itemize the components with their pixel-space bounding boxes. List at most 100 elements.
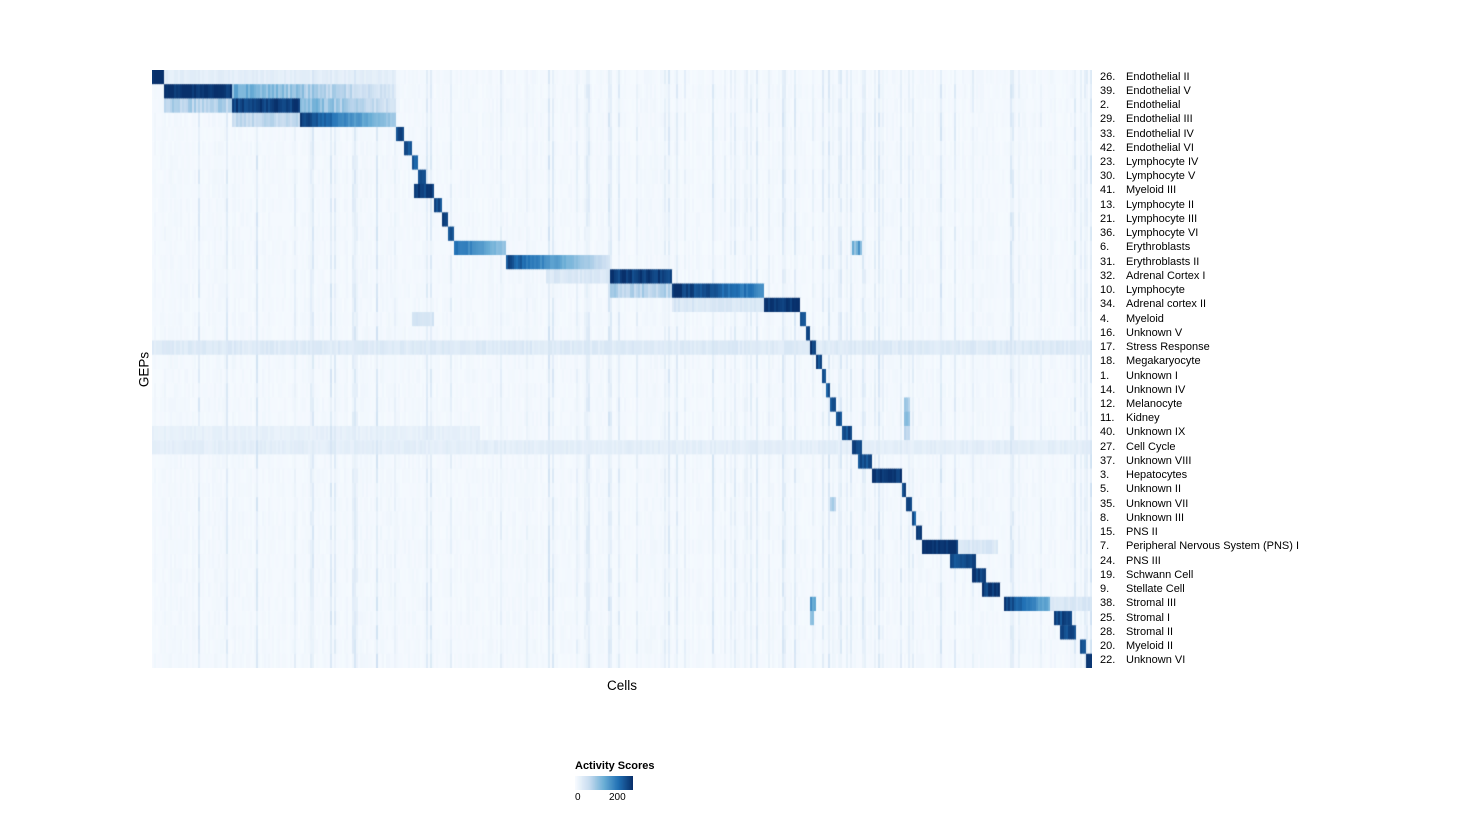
gep-row-labels: 26. Endothelial II 39. Endothelial V 2. Endot… [1100,70,1456,668]
gep-number: 32. [1100,269,1116,282]
gep-number: 22. [1100,654,1116,667]
gep-row-label: 35. Unknown VII [1100,497,1456,511]
gep-number: 18. [1100,355,1116,368]
gep-row-label: 18. Megakaryocyte [1100,355,1456,369]
gep-row-label: 28. Stromal II [1100,625,1456,639]
gep-number: 31. [1100,255,1116,268]
gep-name: Unknown VI [1126,654,1186,667]
gep-row-label: 41. Myeloid III [1100,184,1456,198]
colorbar-gradient [575,776,633,790]
gep-name: Stromal II [1126,625,1174,638]
gep-number: 9. [1100,583,1110,596]
gep-name: Erythroblasts II [1126,255,1200,268]
gep-name: Schwann Cell [1126,568,1194,581]
gep-number: 21. [1100,212,1116,225]
colorbar-tick-max: 200 [609,792,626,803]
gep-number: 4. [1100,312,1110,325]
gep-number: 8. [1100,511,1110,524]
gep-row-label: 32. Adrenal Cortex I [1100,269,1456,283]
gep-row-label: 7. Peripheral Nervous System (PNS) I [1100,540,1456,554]
x-axis-label: Cells [606,678,637,693]
y-axis-label: GEPs [136,351,152,388]
gep-name: Kidney [1126,412,1160,425]
gep-row-label: 27. Cell Cycle [1100,440,1456,454]
gep-name: Lymphocyte VI [1126,227,1199,240]
gep-number: 11. [1100,412,1115,425]
gep-row-label: 5. Unknown II [1100,483,1456,497]
gep-name: Lymphocyte II [1126,198,1195,211]
gep-name: Megakaryocyte [1126,355,1201,368]
gep-row-label: 38. Stromal III [1100,597,1456,611]
gep-number: 19. [1100,568,1116,581]
gep-row-label: 2. Endothelial [1100,98,1456,112]
gep-name: Unknown IV [1126,383,1186,396]
gep-number: 3. [1100,469,1110,482]
gep-row-label: 25. Stromal I [1100,611,1456,625]
gep-row-label: 1. Unknown I [1100,369,1456,383]
gep-row-label: 8. Unknown III [1100,511,1456,525]
gep-row-label: 23. Lymphocyte IV [1100,155,1456,169]
gep-name: Lymphocyte V [1126,170,1196,183]
gep-row-label: 21. Lymphocyte III [1100,212,1456,226]
gep-number: 15. [1100,526,1116,539]
gep-name: Endothelial II [1126,70,1190,83]
gep-row-label: 14. Unknown IV [1100,383,1456,397]
gep-number: 27. [1100,440,1116,453]
gep-number: 17. [1100,341,1116,354]
colorbar-tick-min: 0 [575,792,581,803]
gep-name: Unknown V [1126,326,1183,339]
gep-name: Cell Cycle [1126,440,1176,453]
colorbar: Activity Scores 0 200 [575,760,715,805]
gep-name: Endothelial III [1126,113,1193,126]
gep-row-label: 36. Lymphocyte VI [1100,227,1456,241]
gep-name: Stellate Cell [1126,583,1185,596]
gep-name: Unknown III [1126,511,1185,524]
gep-number: 6. [1100,241,1110,254]
gep-name: Endothelial [1126,99,1181,112]
gep-row-label: 37. Unknown VIII [1100,454,1456,468]
gep-row-label: 10. Lymphocyte [1100,284,1456,298]
gep-name: Peripheral Nervous System (PNS) I [1126,540,1299,553]
gep-name: Erythroblasts [1126,241,1191,254]
gep-number: 40. [1100,426,1116,439]
gep-number: 38. [1100,597,1116,610]
gep-number: 12. [1100,398,1116,410]
gep-name: Adrenal cortex II [1126,298,1207,311]
gep-number: 26. [1100,70,1116,83]
gep-row-label: 6. Erythroblasts [1100,241,1456,255]
gep-number: 36. [1100,227,1116,240]
gep-number: 7. [1100,540,1110,553]
gep-row-label: 42. Endothelial VI [1100,141,1456,155]
gep-row-label: 12. Melanocyte [1100,397,1456,411]
gep-number: 33. [1100,127,1116,140]
gep-row-label: 24. PNS III [1100,554,1456,568]
gep-number: 41. [1100,184,1116,197]
gep-name: Myeloid [1126,312,1164,325]
colorbar-ticks: 0 200 [575,792,715,805]
gep-row-label: 15. PNS II [1100,526,1456,540]
gep-row-label: 34. Adrenal cortex II [1100,298,1456,312]
gep-name: Lymphocyte [1126,284,1185,297]
gep-number: 23. [1100,156,1116,169]
gep-name: Unknown IX [1126,426,1186,439]
gep-row-label: 39. Endothelial V [1100,84,1456,98]
gep-row-label: 26. Endothelial II [1100,70,1456,84]
gep-row-label: 30. Lymphocyte V [1100,170,1456,184]
gep-number: 42. [1100,141,1116,154]
gep-number: 28. [1100,625,1116,638]
gep-name: Unknown II [1126,483,1182,496]
gep-name: Stress Response [1126,341,1210,354]
gep-number: 13. [1100,198,1116,211]
gep-row-label: 16. Unknown V [1100,326,1456,340]
gep-row-label: 4. Myeloid [1100,312,1456,326]
gep-number: 2. [1100,99,1110,112]
gep-name: Stromal III [1126,597,1177,610]
gep-number: 35. [1100,497,1116,510]
gep-name: Stromal I [1126,611,1171,624]
gep-name: Lymphocyte III [1126,212,1198,225]
gep-name: Melanocyte [1126,398,1183,410]
gep-row-label: 20. Myeloid II [1100,639,1456,653]
gep-number: 10. [1100,284,1116,297]
gep-row-label: 40. Unknown IX [1100,426,1456,440]
gep-number: 24. [1100,554,1116,567]
